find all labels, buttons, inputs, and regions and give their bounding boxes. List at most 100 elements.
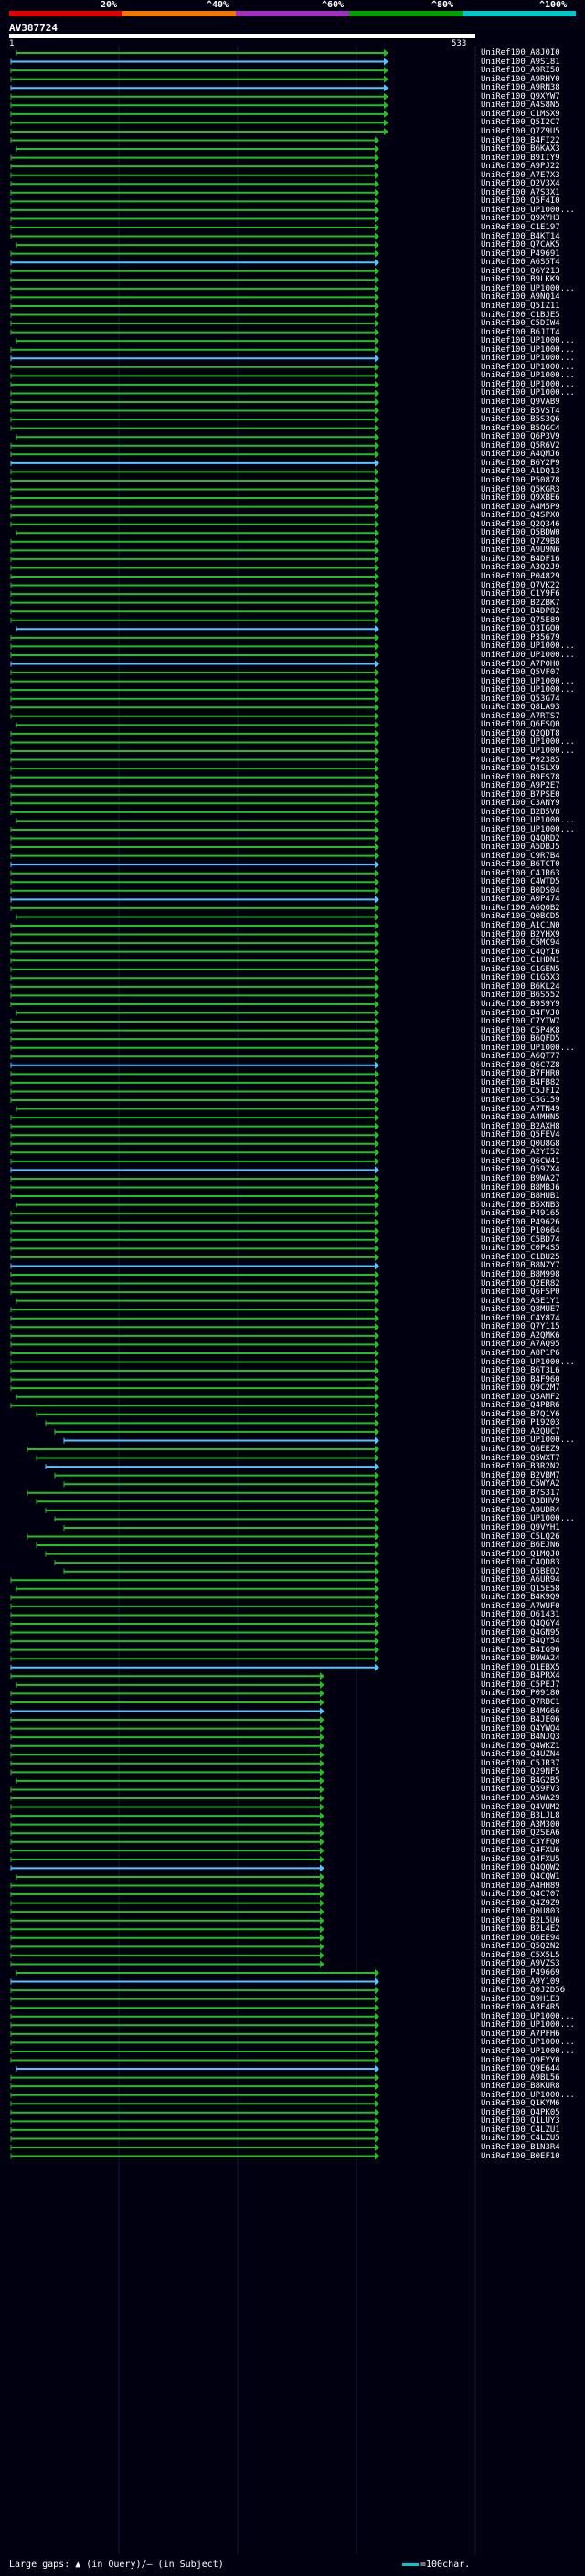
- hit-label[interactable]: UniRef100_B9WA24: [481, 1654, 560, 1664]
- hit-label[interactable]: UniRef100_Q6EEZ9: [481, 1445, 560, 1454]
- hit-label[interactable]: UniRef100_B6T3L6: [481, 1366, 560, 1376]
- hit-label[interactable]: UniRef100_B4KT14: [481, 231, 560, 241]
- hit-label[interactable]: UniRef100_C1G5X3: [481, 973, 560, 983]
- hit-label[interactable]: UniRef100_B7FHR0: [481, 1069, 560, 1079]
- hit-label[interactable]: UniRef100_A7P0H0: [481, 659, 560, 669]
- hit-label[interactable]: UniRef100_B4JE06: [481, 1715, 560, 1725]
- hit-label[interactable]: UniRef100_C1MSX9: [481, 109, 560, 119]
- hit-label[interactable]: UniRef100_B0DS04: [481, 885, 560, 896]
- hit-label[interactable]: UniRef100_P09180: [481, 1689, 560, 1699]
- hit-label[interactable]: UniRef100_C4LZU1: [481, 2125, 560, 2135]
- hit-label[interactable]: UniRef100_B4FVJ0: [481, 1008, 560, 1018]
- hit-label[interactable]: UniRef100_B6KAX3: [481, 144, 560, 154]
- hit-label[interactable]: UniRef100_C4LZU5: [481, 2134, 560, 2144]
- hit-label[interactable]: UniRef100_B9WA27: [481, 1173, 560, 1183]
- hit-label[interactable]: UniRef100_A7PFH6: [481, 2029, 560, 2039]
- hit-label[interactable]: UniRef100_B7Q1Y6: [481, 1409, 560, 1419]
- hit-label[interactable]: UniRef100_A9RI50: [481, 66, 560, 76]
- hit-label[interactable]: UniRef100_Q9XYH3: [481, 214, 560, 224]
- hit-label[interactable]: UniRef100_P04829: [481, 572, 560, 581]
- hit-label[interactable]: UniRef100_Q7Z9B8: [481, 536, 560, 546]
- hit-label[interactable]: UniRef100_Q6Y213: [481, 266, 560, 276]
- hit-label[interactable]: UniRef100_Q1KYM6: [481, 2099, 560, 2109]
- hit-label[interactable]: UniRef100_A5E1Y1: [481, 1296, 560, 1306]
- hit-label[interactable]: UniRef100_Q29NF5: [481, 1767, 560, 1777]
- hit-label[interactable]: UniRef100_Q15E58: [481, 1584, 560, 1594]
- hit-label[interactable]: UniRef100_Q0U803: [481, 1907, 560, 1917]
- hit-label[interactable]: UniRef100_B3R2N2: [481, 1462, 560, 1472]
- hit-label[interactable]: UniRef100_Q7VK22: [481, 580, 560, 590]
- hit-label[interactable]: UniRef100_B6Y2P9: [481, 458, 560, 468]
- hit-label[interactable]: UniRef100_C5MC94: [481, 938, 560, 949]
- hit-label[interactable]: UniRef100_Q5WXT7: [481, 1453, 560, 1463]
- hit-label[interactable]: UniRef100_C1Y9F6: [481, 589, 560, 599]
- hit-label[interactable]: UniRef100_Q2SEA6: [481, 1829, 560, 1839]
- hit-label[interactable]: UniRef100_Q4CQW1: [481, 1871, 560, 1882]
- hit-label[interactable]: UniRef100_UP1000...: [481, 371, 575, 381]
- hit-label[interactable]: UniRef100_A9UDR4: [481, 1505, 560, 1515]
- hit-label[interactable]: UniRef100_B3LJL8: [481, 1811, 560, 1821]
- hit-label[interactable]: UniRef100_C1E197: [481, 223, 560, 232]
- hit-label[interactable]: UniRef100_P02385: [481, 755, 560, 765]
- hit-label[interactable]: UniRef100_UP1000...: [481, 336, 575, 346]
- hit-label[interactable]: UniRef100_P49669: [481, 1968, 560, 1977]
- hit-label[interactable]: UniRef100_Q75E89: [481, 615, 560, 625]
- hit-label[interactable]: UniRef100_B9H1E3: [481, 1994, 560, 2004]
- hit-label[interactable]: UniRef100_A7AQ95: [481, 1340, 560, 1350]
- hit-label[interactable]: UniRef100_Q7Y115: [481, 1322, 560, 1332]
- hit-label[interactable]: UniRef100_B8M998: [481, 1270, 560, 1279]
- hit-label[interactable]: UniRef100_B6QFD5: [481, 1034, 560, 1044]
- hit-label[interactable]: UniRef100_Q4YWQ4: [481, 1723, 560, 1733]
- hit-label[interactable]: UniRef100_Q9VAB9: [481, 398, 560, 407]
- hit-label[interactable]: UniRef100_Q5R6V2: [481, 440, 560, 451]
- hit-label[interactable]: UniRef100_Q4VUM2: [481, 1802, 560, 1812]
- hit-label[interactable]: UniRef100_B8NZY7: [481, 1261, 560, 1271]
- hit-label[interactable]: UniRef100_B4DF16: [481, 554, 560, 564]
- hit-label[interactable]: UniRef100_Q3BHV9: [481, 1497, 560, 1507]
- hit-label[interactable]: UniRef100_Q2V3X4: [481, 179, 560, 189]
- hit-label[interactable]: UniRef100_B5QGC4: [481, 423, 560, 433]
- hit-label[interactable]: UniRef100_B6TCT0: [481, 860, 560, 870]
- hit-label[interactable]: UniRef100_B5VST4: [481, 406, 560, 416]
- hit-label[interactable]: UniRef100_UP1000...: [481, 824, 575, 834]
- hit-label[interactable]: UniRef100_UP1000...: [481, 676, 575, 686]
- hit-label[interactable]: UniRef100_C4Y874: [481, 1313, 560, 1323]
- hit-label[interactable]: UniRef100_A9BL56: [481, 2072, 560, 2083]
- hit-label[interactable]: UniRef100_A8J0I0: [481, 48, 560, 58]
- hit-label[interactable]: UniRef100_A7RTS7: [481, 711, 560, 721]
- hit-label[interactable]: UniRef100_B9LKK9: [481, 275, 560, 285]
- hit-label[interactable]: UniRef100_B6S552: [481, 991, 560, 1001]
- hit-label[interactable]: UniRef100_Q5Q2N2: [481, 1942, 560, 1952]
- hit-label[interactable]: UniRef100_B2VBM7: [481, 1470, 560, 1480]
- hit-label[interactable]: UniRef100_UP1000...: [481, 1357, 575, 1367]
- hit-label[interactable]: UniRef100_B8HUB1: [481, 1192, 560, 1202]
- hit-label[interactable]: UniRef100_C1BJE5: [481, 310, 560, 320]
- hit-label[interactable]: UniRef100_Q0U8G8: [481, 1139, 560, 1149]
- hit-label[interactable]: UniRef100_A7E7X3: [481, 170, 560, 180]
- hit-label[interactable]: UniRef100_UP1000...: [481, 345, 575, 355]
- hit-label[interactable]: UniRef100_UP1000...: [481, 283, 575, 293]
- hit-label[interactable]: UniRef100_Q4Z9Z9: [481, 1898, 560, 1908]
- hit-label[interactable]: UniRef100_C5LQ26: [481, 1532, 560, 1542]
- hit-label[interactable]: UniRef100_B9FS78: [481, 772, 560, 782]
- hit-label[interactable]: UniRef100_UP1000...: [481, 1043, 575, 1053]
- hit-label[interactable]: UniRef100_UP1000...: [481, 737, 575, 747]
- hit-label[interactable]: UniRef100_C0P4S5: [481, 1244, 560, 1254]
- hit-label[interactable]: UniRef100_Q4QGY4: [481, 1619, 560, 1628]
- hit-label[interactable]: UniRef100_A8P1P6: [481, 1348, 560, 1358]
- hit-label[interactable]: UniRef100_A5DBJ5: [481, 843, 560, 853]
- hit-label[interactable]: UniRef100_Q4C707: [481, 1890, 560, 1900]
- hit-label[interactable]: UniRef100_P19203: [481, 1418, 560, 1428]
- hit-label[interactable]: UniRef100_Q4QQW2: [481, 1863, 560, 1873]
- hit-label[interactable]: UniRef100_B6JIT4: [481, 327, 560, 337]
- hit-label[interactable]: UniRef100_Q2ER82: [481, 1278, 560, 1288]
- hit-label[interactable]: UniRef100_Q5AMF2: [481, 1392, 560, 1402]
- hit-label[interactable]: UniRef100_A9RN38: [481, 83, 560, 93]
- hit-label[interactable]: UniRef100_Q9XBE6: [481, 493, 560, 504]
- hit-label[interactable]: UniRef100_UP1000...: [481, 2038, 575, 2048]
- hit-label[interactable]: UniRef100_B2AXH8: [481, 1121, 560, 1131]
- hit-label[interactable]: UniRef100_Q5BEQ2: [481, 1566, 560, 1576]
- hit-label[interactable]: UniRef100_Q1MQJ0: [481, 1549, 560, 1559]
- hit-label[interactable]: UniRef100_C5JR37: [481, 1758, 560, 1768]
- hit-label[interactable]: UniRef100_Q5F4I0: [481, 196, 560, 207]
